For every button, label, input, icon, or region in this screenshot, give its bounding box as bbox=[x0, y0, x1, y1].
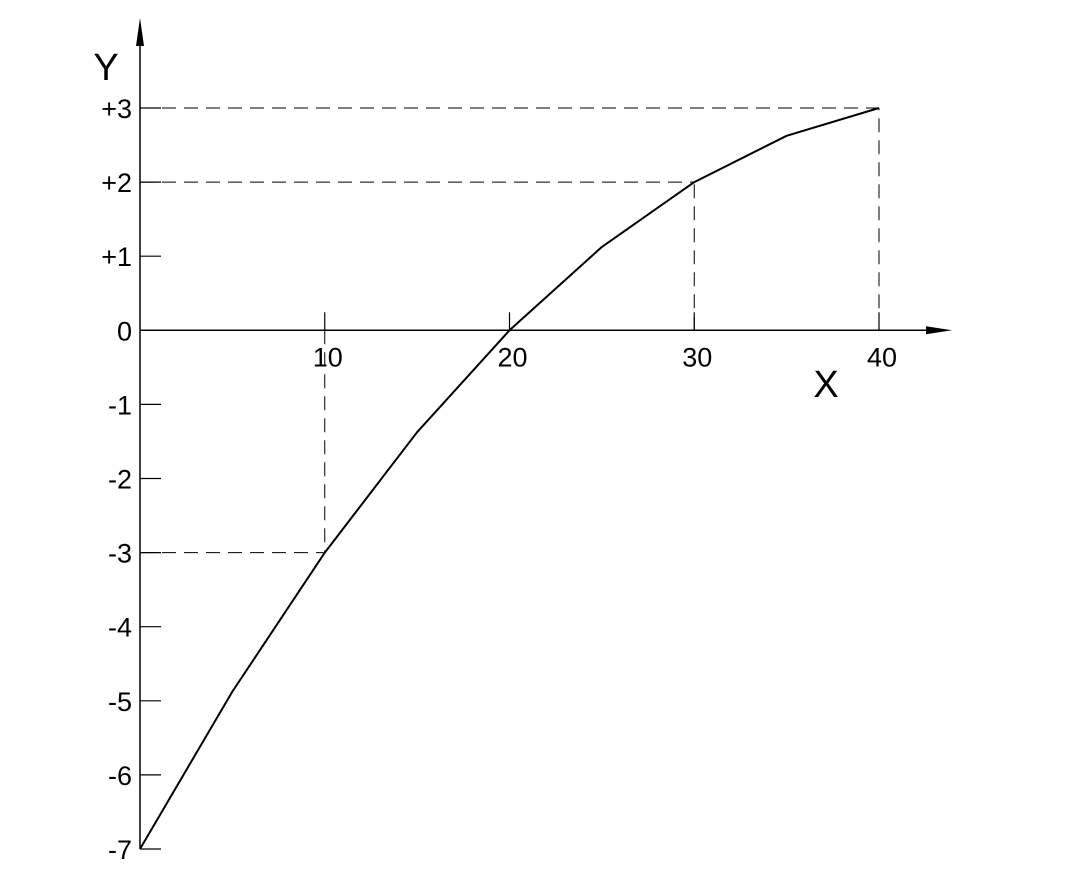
y-tick-label: -3 bbox=[108, 539, 132, 569]
x-axis-arrow bbox=[926, 326, 952, 335]
y-tick-label: +1 bbox=[101, 242, 132, 272]
x-axis-label: X bbox=[813, 364, 838, 406]
y-tick-label: -2 bbox=[108, 465, 132, 495]
y-axis-arrow bbox=[136, 18, 144, 46]
curve-group bbox=[139, 107, 880, 850]
y-tick-label: -6 bbox=[108, 761, 132, 791]
series-line bbox=[139, 107, 880, 850]
y-tick-label: -5 bbox=[108, 687, 132, 717]
x-tick-label: 20 bbox=[497, 342, 527, 372]
y-axis-label: Y bbox=[93, 47, 118, 89]
x-tick-label: 10 bbox=[313, 342, 343, 372]
x-tick-label: 40 bbox=[867, 342, 897, 372]
ticks: +3 +2 +1 0 -1 -2 -3 -4 -5 -6 -7 10 20 30 40 bbox=[101, 94, 897, 865]
y-tick-label: +3 bbox=[101, 94, 132, 124]
x-tick-label: 30 bbox=[682, 342, 712, 372]
y-tick-label: 0 bbox=[117, 316, 132, 346]
y-tick-label: -4 bbox=[108, 613, 132, 643]
y-tick-label: -1 bbox=[108, 390, 132, 420]
axes bbox=[136, 18, 952, 849]
y-tick-label: -7 bbox=[108, 835, 132, 865]
dashed-guides bbox=[140, 107, 880, 554]
y-tick-label: +2 bbox=[101, 168, 132, 198]
